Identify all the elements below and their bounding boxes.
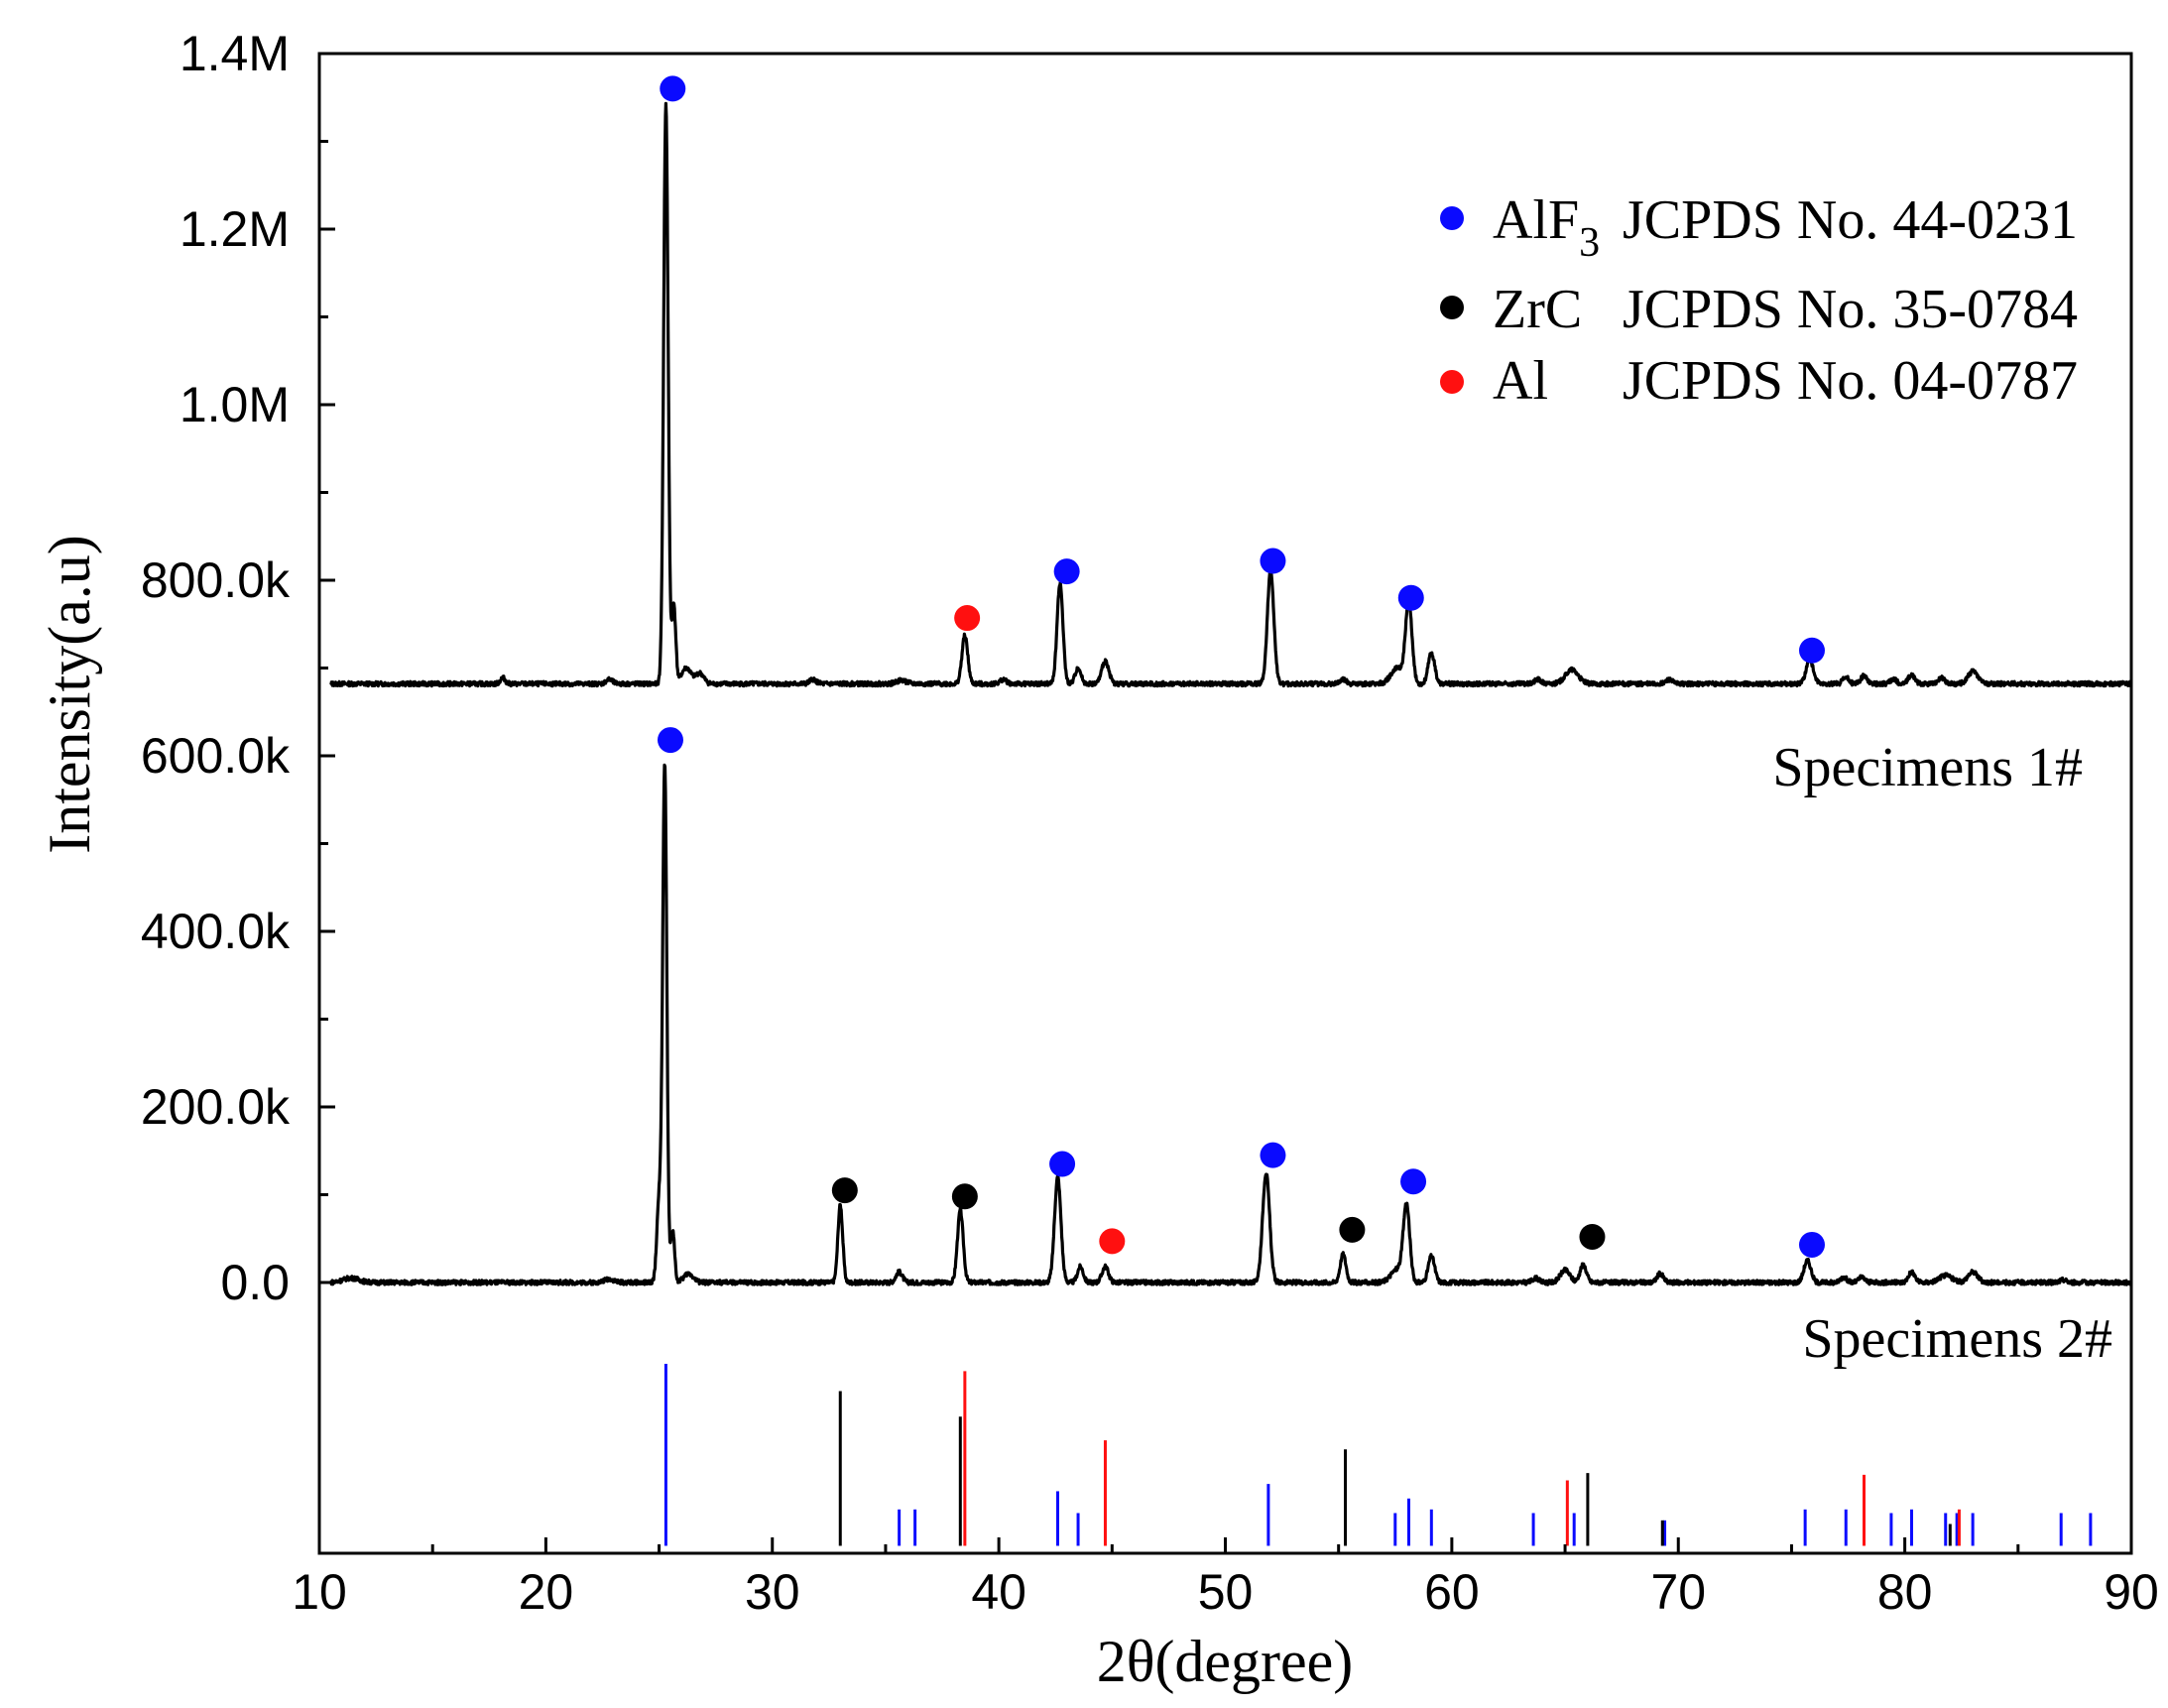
axes: 10 20 30 40 50 60 70 80 90 0.0 200.0k 400.0k 600.0k 8… [141, 26, 2159, 1620]
legend: AlF3 JCPDS No. 44-0231 ZrC JCPDS No. 35-… [1440, 189, 2078, 412]
specimen-1-label: Specimens 1# [1772, 737, 2083, 798]
x-tick-label: 90 [2104, 1564, 2159, 1620]
y-tick-label: 1.2M [180, 201, 290, 257]
peak-marker-al [1099, 1228, 1126, 1255]
x-axis-title: 2θ(degree) [1097, 1629, 1354, 1694]
peak-marker-alf3 [657, 727, 683, 754]
x-tick-label: 20 [519, 1564, 574, 1620]
legend-ref-al: JCPDS No. 04-0787 [1623, 350, 2078, 412]
series-line-specimen-2 [329, 763, 2133, 1286]
x-tick-label: 50 [1198, 1564, 1254, 1620]
x-tick-label: 70 [1650, 1564, 1706, 1620]
y-tick-label: 800.0k [141, 552, 291, 608]
peak-marker-alf3 [1049, 1151, 1076, 1177]
peak-marker-alf3 [1260, 548, 1286, 574]
x-tick-label: 30 [745, 1564, 800, 1620]
peak-marker-alf3 [1798, 1231, 1825, 1258]
x-tick-label: 80 [1877, 1564, 1933, 1620]
y-tick-label: 0.0 [220, 1255, 290, 1310]
series-line-specimen-1 [329, 101, 2133, 688]
x-tick-label: 40 [971, 1564, 1026, 1620]
y-tick-label: 400.0k [141, 904, 291, 959]
legend-name-zrc: ZrC [1493, 279, 1582, 340]
reference-lines [663, 1364, 2093, 1546]
legend-name-al: Al [1493, 350, 1548, 412]
y-tick-label: 200.0k [141, 1079, 291, 1135]
peak-marker-alf3 [1260, 1142, 1286, 1168]
x-tick-label: 60 [1424, 1564, 1480, 1620]
peak-marker-alf3 [1053, 558, 1080, 585]
peak-marker-alf3 [1397, 584, 1424, 611]
y-axis-title: Intensity(a.u) [37, 535, 102, 854]
legend-ref-zrc: JCPDS No. 35-0784 [1623, 279, 2078, 340]
phase-markers [657, 75, 1825, 1258]
y-tick-label: 1.0M [180, 377, 290, 432]
legend-marker-al [1440, 370, 1464, 394]
legend-marker-zrc [1440, 296, 1464, 319]
peak-marker-zrc [1339, 1216, 1366, 1243]
peak-marker-alf3 [660, 75, 686, 102]
peak-marker-zrc [1579, 1223, 1606, 1250]
diffraction-curves [329, 101, 2133, 1286]
peak-marker-zrc [831, 1177, 858, 1204]
specimen-2-label: Specimens 2# [1802, 1308, 2112, 1370]
peak-marker-alf3 [1400, 1168, 1427, 1195]
peak-marker-al [954, 605, 981, 632]
y-tick-label: 600.0k [141, 728, 291, 784]
peak-marker-zrc [951, 1183, 978, 1210]
legend-ref-alf3: JCPDS No. 44-0231 [1623, 189, 2078, 251]
legend-marker-alf3 [1440, 206, 1464, 230]
y-tick-label: 1.4M [180, 26, 290, 81]
peak-marker-alf3 [1798, 637, 1825, 664]
legend-name-alf3: AlF3 [1493, 189, 1600, 266]
x-tick-label: 10 [292, 1564, 347, 1620]
